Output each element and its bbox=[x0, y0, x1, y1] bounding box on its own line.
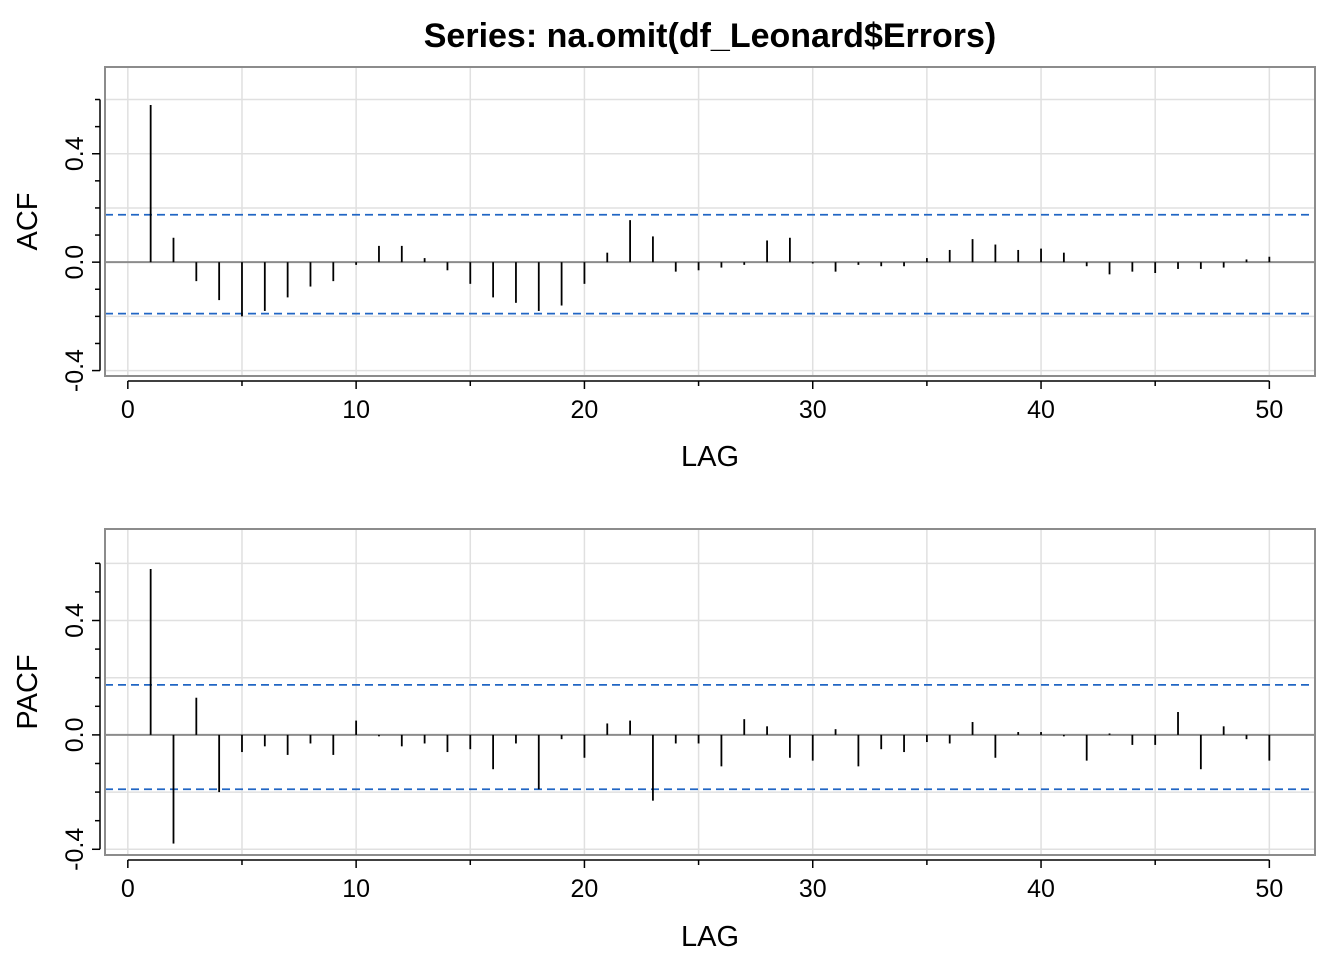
x-tick-label: 40 bbox=[1027, 396, 1055, 424]
x-tick-label: 30 bbox=[799, 396, 827, 424]
x-tick-label: 10 bbox=[342, 396, 370, 424]
y-tick-label: -0.4 bbox=[61, 349, 89, 392]
y-tick-label: -0.4 bbox=[61, 828, 89, 871]
x-tick-label: 40 bbox=[1027, 875, 1055, 903]
x-axis-label: LAG bbox=[681, 921, 739, 953]
x-tick-label: 50 bbox=[1255, 396, 1283, 424]
x-tick-label: 20 bbox=[571, 875, 599, 903]
y-tick-label: 0.4 bbox=[61, 603, 89, 638]
x-axis-label: LAG bbox=[681, 441, 739, 473]
y-axis-label: PACF bbox=[12, 654, 44, 729]
y-tick-label: 0.4 bbox=[61, 136, 89, 171]
plot-frame bbox=[104, 66, 1316, 377]
x-tick-label: 10 bbox=[342, 875, 370, 903]
x-tick-label: 50 bbox=[1255, 875, 1283, 903]
x-tick-label: 30 bbox=[799, 875, 827, 903]
x-tick-label: 0 bbox=[121, 875, 135, 903]
x-tick-label: 20 bbox=[571, 396, 599, 424]
plot-frame bbox=[104, 528, 1316, 856]
acf-panel: 0 10 20 30 40 50 LAG -0.4 0.0 0.4 ACF bbox=[12, 66, 1316, 473]
y-axis-label: ACF bbox=[12, 193, 44, 251]
y-tick-label: 0.0 bbox=[61, 245, 89, 280]
y-tick-label: 0.0 bbox=[61, 718, 89, 753]
pacf-panel: 0 10 20 30 40 50 LAG -0.4 0.0 0.4 PACF bbox=[12, 528, 1316, 953]
x-tick-label: 0 bbox=[121, 396, 135, 424]
chart-title: Series: na.omit(df_Leonard$Errors) bbox=[424, 17, 996, 55]
